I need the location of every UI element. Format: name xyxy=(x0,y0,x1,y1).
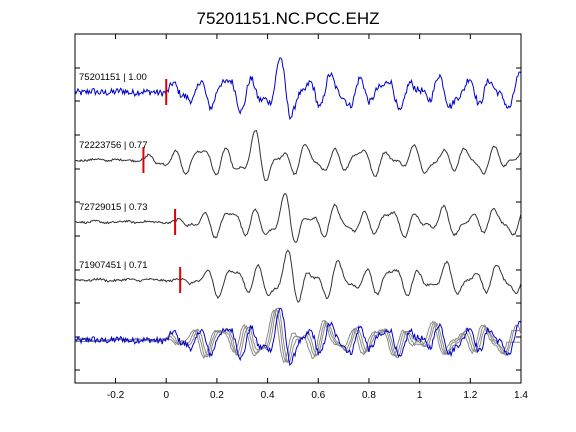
trace-line-75201151 xyxy=(74,57,522,121)
trace-label-72223756: 72223756 | 0.77 xyxy=(79,140,148,151)
x-tick-label: 0.6 xyxy=(311,390,325,401)
x-axis-ticks: -0.2 0 0.2 0.4 0.6 0.8 1 1.2 1.4 xyxy=(107,34,528,401)
x-tick-label: 0 xyxy=(163,390,169,401)
waveform-traces xyxy=(74,57,522,367)
trace-label-72729015: 72729015 | 0.73 xyxy=(79,202,148,213)
phase-pick-markers xyxy=(142,79,182,293)
trace-label-75201151: 75201151 | 1.00 xyxy=(79,72,147,83)
x-tick-label: 0.8 xyxy=(362,390,376,401)
overlay-trace-75201151 xyxy=(74,307,522,367)
x-tick-label: 1.4 xyxy=(514,390,528,401)
trace-labels: 75201151 | 1.00 72223756 | 0.77 72729015 |… xyxy=(79,72,148,271)
trace-label-71907451: 71907451 | 0.71 xyxy=(79,260,148,271)
x-tick-label: -0.2 xyxy=(107,390,125,401)
x-tick-label: 1.2 xyxy=(463,390,477,401)
trace-line-72729015 xyxy=(74,193,522,243)
x-tick-label: 1 xyxy=(417,390,423,401)
chart-title: 75201151.NC.PCC.EHZ xyxy=(197,9,380,28)
x-tick-label: 0.4 xyxy=(261,390,275,401)
trace-line-72223756 xyxy=(74,129,522,182)
x-tick-label: 0.2 xyxy=(210,390,224,401)
trace-line-71907451 xyxy=(74,249,522,303)
